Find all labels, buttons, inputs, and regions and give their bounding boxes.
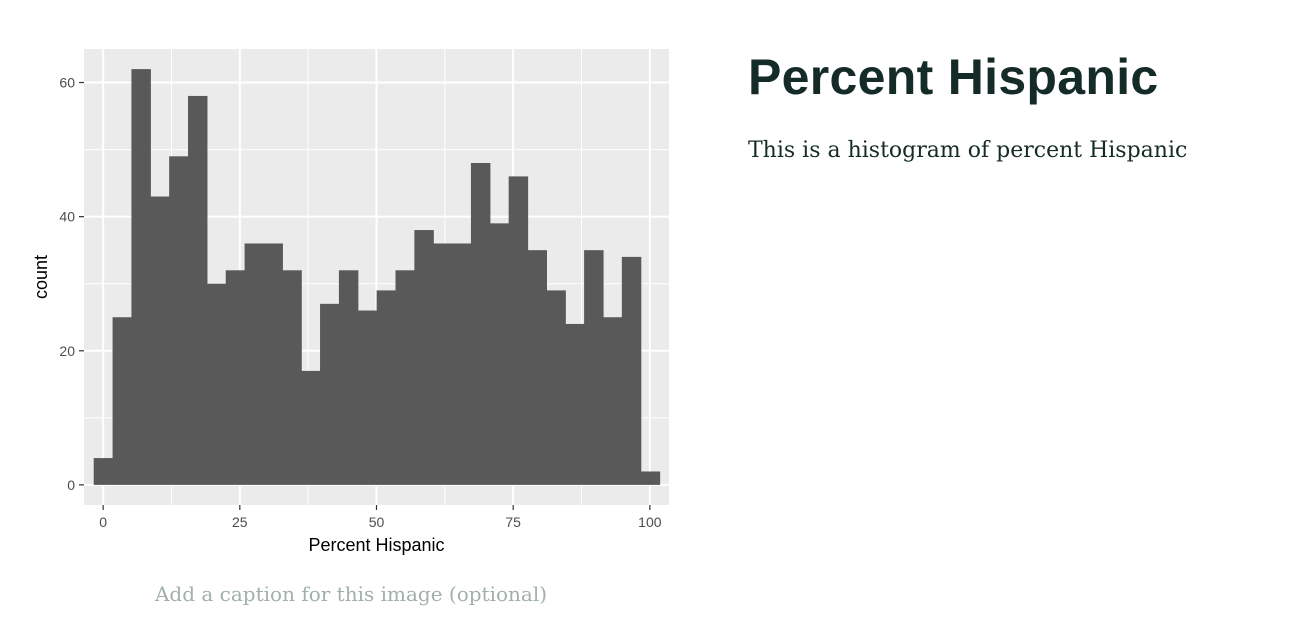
histogram-bar — [338, 270, 359, 485]
histogram-bar — [225, 270, 246, 485]
x-tick-label: 0 — [99, 514, 107, 530]
page-title: Percent Hispanic — [748, 49, 1159, 105]
histogram-bar — [489, 223, 510, 485]
histogram-bar — [565, 323, 585, 485]
histogram-bar — [470, 163, 491, 485]
x-tick-label: 25 — [232, 514, 248, 530]
histogram-bar — [320, 303, 340, 485]
histogram-bar — [244, 243, 265, 485]
y-tick-label: 40 — [59, 209, 75, 225]
bars — [93, 69, 661, 485]
histogram-bar — [414, 230, 434, 485]
histogram-bar — [357, 310, 378, 485]
histogram-svg: 0 25 50 75 100 0 20 40 60 Percent Hispanic count — [31, 49, 669, 555]
histogram-bar — [640, 471, 661, 485]
axes: 0 25 50 75 100 0 20 40 60 — [59, 75, 661, 530]
histogram-chart[interactable]: 0 25 50 75 100 0 20 40 60 Percent Hispanic count — [0, 0, 700, 570]
histogram-bar — [433, 243, 453, 485]
histogram-bar — [206, 283, 227, 485]
histogram-bar — [282, 270, 302, 485]
histogram-bar — [584, 250, 604, 485]
y-axis-title: count — [31, 255, 51, 299]
x-axis-title: Percent Hispanic — [308, 535, 444, 555]
y-tick-label: 0 — [67, 477, 75, 493]
histogram-bar — [150, 196, 170, 485]
y-tick-label: 60 — [59, 75, 75, 91]
y-tick-label: 20 — [59, 343, 75, 359]
histogram-bar — [452, 243, 472, 485]
histogram-bar — [621, 256, 642, 485]
x-tick-label: 75 — [505, 514, 521, 530]
histogram-bar — [546, 290, 566, 485]
histogram-bar — [602, 317, 623, 485]
histogram-bar — [376, 290, 397, 485]
histogram-bar — [188, 95, 208, 485]
histogram-bar — [301, 370, 321, 485]
image-caption-input[interactable]: Add a caption for this image (optional) — [154, 582, 548, 606]
histogram-bar — [169, 156, 189, 485]
x-tick-label: 100 — [638, 514, 662, 530]
histogram-bar — [263, 243, 283, 485]
description-text: This is a histogram of percent Hispanic — [748, 138, 1188, 163]
histogram-bar — [93, 458, 114, 485]
histogram-bar — [395, 270, 415, 485]
histogram-bar — [112, 317, 133, 485]
x-tick-label: 50 — [369, 514, 385, 530]
histogram-bar — [131, 69, 151, 485]
histogram-bar — [527, 250, 547, 485]
histogram-bar — [508, 176, 529, 485]
